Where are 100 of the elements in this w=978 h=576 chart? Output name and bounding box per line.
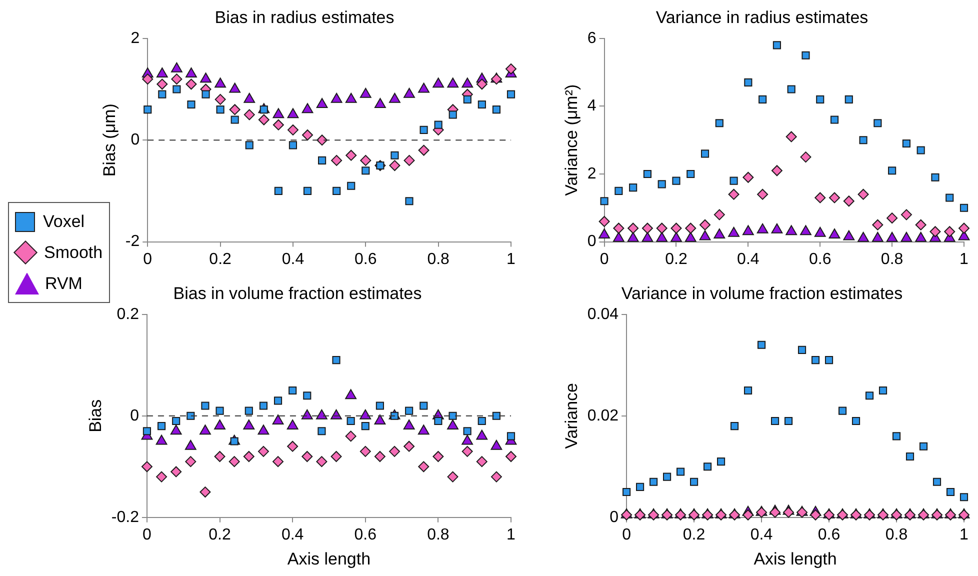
point xyxy=(490,471,502,482)
point xyxy=(643,170,652,178)
point xyxy=(302,103,314,114)
point xyxy=(800,225,812,236)
x-tick-label: 0.2 xyxy=(665,250,688,268)
point xyxy=(171,62,182,72)
point xyxy=(214,420,226,430)
point xyxy=(946,488,955,496)
y-axis-title: Bias xyxy=(86,399,105,432)
point xyxy=(915,232,927,242)
x-tick-label: 0.6 xyxy=(818,526,840,544)
point xyxy=(628,222,639,234)
point xyxy=(627,232,639,242)
point xyxy=(492,106,500,114)
point xyxy=(919,442,928,450)
point xyxy=(432,78,444,88)
point xyxy=(390,151,399,160)
point xyxy=(886,232,898,242)
point xyxy=(200,486,211,498)
point xyxy=(156,78,168,90)
point xyxy=(448,110,457,119)
point xyxy=(229,82,241,93)
point xyxy=(347,182,356,190)
point xyxy=(490,440,502,450)
point xyxy=(244,406,253,415)
point xyxy=(728,188,740,200)
point xyxy=(888,166,896,175)
point xyxy=(186,412,195,420)
point xyxy=(829,192,840,204)
y-tick-label: 0.04 xyxy=(587,306,619,323)
point xyxy=(670,222,682,234)
point xyxy=(930,226,941,238)
point xyxy=(229,104,240,116)
point xyxy=(462,78,474,88)
point xyxy=(598,216,610,227)
point xyxy=(858,232,869,242)
point xyxy=(403,420,415,430)
point xyxy=(447,471,458,482)
point xyxy=(902,139,910,148)
point xyxy=(157,422,166,430)
point xyxy=(931,173,940,182)
point xyxy=(274,396,282,405)
point xyxy=(374,414,386,424)
x-axis-title: Axis length xyxy=(754,549,837,568)
point xyxy=(288,141,298,150)
x-tick-label: 0.6 xyxy=(354,526,377,544)
point xyxy=(613,222,624,234)
point xyxy=(404,440,415,452)
point xyxy=(303,186,312,195)
point xyxy=(200,424,211,435)
y-tick-label: 6 xyxy=(587,30,596,47)
point xyxy=(798,346,806,354)
x-tick-label: 0.4 xyxy=(750,526,773,544)
point xyxy=(286,420,298,430)
x-tick-label: 1 xyxy=(506,250,516,268)
point xyxy=(492,412,500,420)
point xyxy=(744,78,752,87)
point xyxy=(900,209,912,220)
point xyxy=(916,146,925,154)
point xyxy=(243,420,255,430)
point xyxy=(828,228,840,239)
y-axis-title: Bias (μm) xyxy=(100,104,119,177)
point xyxy=(757,340,766,349)
point xyxy=(186,78,197,90)
point xyxy=(360,446,371,457)
point xyxy=(258,424,270,435)
point xyxy=(756,223,768,234)
point xyxy=(676,468,685,476)
point xyxy=(656,222,668,234)
y-axis-title: Variance (μm²) xyxy=(562,84,581,196)
point xyxy=(287,124,298,136)
point xyxy=(462,446,473,457)
point xyxy=(960,493,968,502)
point xyxy=(700,219,711,230)
point xyxy=(187,100,196,109)
point xyxy=(405,406,414,415)
point xyxy=(330,451,342,462)
point xyxy=(872,219,884,230)
y-tick-label: 0 xyxy=(610,508,619,526)
point xyxy=(946,194,954,202)
point xyxy=(872,232,884,242)
point xyxy=(816,95,824,104)
point xyxy=(158,90,166,98)
y-tick-label: -0.2 xyxy=(111,508,140,526)
point xyxy=(684,232,696,242)
point xyxy=(715,119,724,128)
x-tick-label: 0.2 xyxy=(209,250,232,268)
chart-title: Bias in volume fraction estimates xyxy=(173,284,422,303)
point xyxy=(346,416,355,426)
y-tick-label: 0.2 xyxy=(116,306,140,323)
point xyxy=(172,416,180,426)
point xyxy=(932,478,942,486)
point xyxy=(434,120,442,129)
point xyxy=(287,440,298,452)
x-tick-label: 0.8 xyxy=(885,526,908,544)
point xyxy=(906,452,914,461)
point xyxy=(744,386,752,395)
point xyxy=(318,427,326,436)
point xyxy=(272,414,284,424)
point xyxy=(787,85,796,94)
